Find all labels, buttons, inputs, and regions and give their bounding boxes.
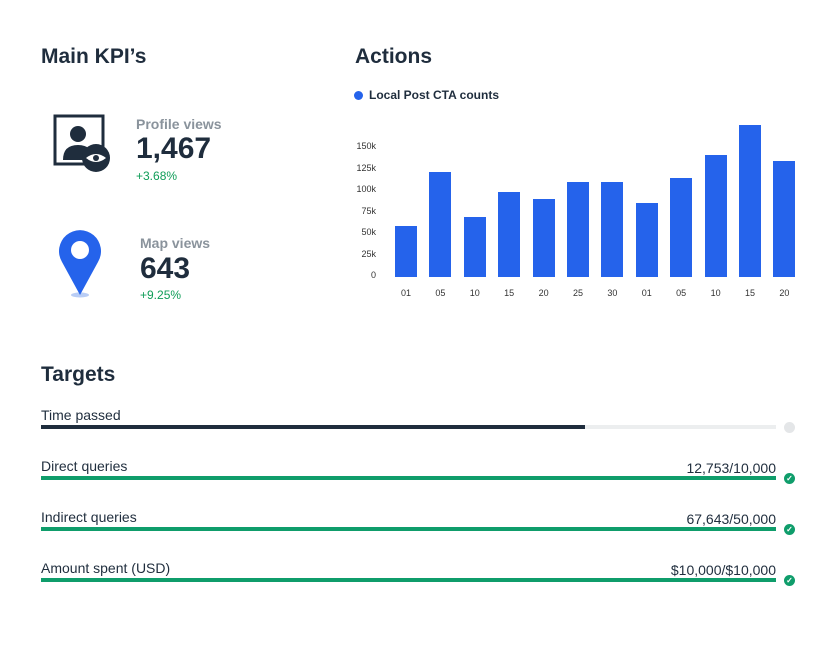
target-value: 67,643/50,000 xyxy=(686,511,776,527)
pending-icon xyxy=(784,422,795,433)
bar xyxy=(601,182,624,277)
targets-title: Targets xyxy=(41,363,116,386)
target-progress-fill xyxy=(41,425,585,429)
bar xyxy=(463,216,486,277)
bar xyxy=(635,203,658,277)
y-tick: 25k xyxy=(361,248,376,259)
bar xyxy=(704,154,727,277)
target-progress-fill xyxy=(41,527,776,531)
target-label: Indirect queries xyxy=(41,509,137,525)
kpi-title: Main KPI’s xyxy=(41,45,147,68)
kpi-delta: +3.68% xyxy=(136,169,178,183)
target-value: $10,000/$10,000 xyxy=(670,562,776,578)
map-pin-icon xyxy=(59,230,101,298)
target-progress-bar xyxy=(41,527,776,531)
bar xyxy=(670,178,693,277)
kpi-delta: +9.25% xyxy=(140,288,182,302)
target-progress-fill xyxy=(41,578,776,582)
target-label: Time passed xyxy=(41,407,121,423)
target-progress-bar xyxy=(41,476,776,480)
actions-title: Actions xyxy=(355,45,433,68)
target-value: 12,753/10,000 xyxy=(686,460,776,476)
target-progress-fill xyxy=(41,476,776,480)
x-tick: 15 xyxy=(504,288,515,298)
profile-view-icon xyxy=(53,114,110,172)
target-progress-bar xyxy=(41,425,776,429)
target-label: Amount spent (USD) xyxy=(41,560,171,576)
y-tick: 50k xyxy=(361,227,376,237)
x-tick: 15 xyxy=(744,288,755,298)
x-tick: 25 xyxy=(572,288,583,298)
x-tick: 05 xyxy=(676,288,687,298)
legend-label: Local Post CTA counts xyxy=(369,88,500,102)
check-icon: ✓ xyxy=(784,575,795,586)
kpi-value: 643 xyxy=(140,252,191,285)
bar-chart: 0 25k 50k 75k 100k 125k 150k 01 05 10 15 20 25 30 01 05… xyxy=(0,0,840,320)
bar xyxy=(567,182,589,277)
bar xyxy=(739,124,761,277)
bar xyxy=(498,191,521,277)
x-tick: 01 xyxy=(400,288,411,298)
y-tick: 150k xyxy=(356,141,376,151)
bar xyxy=(773,160,796,277)
y-tick: 100k xyxy=(356,184,376,194)
check-icon: ✓ xyxy=(784,473,795,484)
bar xyxy=(429,172,452,277)
y-tick: 125k xyxy=(356,162,376,173)
target-label: Direct queries xyxy=(41,458,128,474)
x-tick: 10 xyxy=(469,288,480,298)
legend-dot xyxy=(354,90,363,100)
chart-legend: Local Post CTA counts xyxy=(354,88,499,102)
bar xyxy=(532,198,555,277)
x-tick: 01 xyxy=(641,288,652,298)
y-tick: 75k xyxy=(361,205,376,216)
x-tick: 10 xyxy=(710,288,721,298)
bar xyxy=(395,226,417,277)
kpi-value: 1,467 xyxy=(136,132,212,165)
x-tick: 05 xyxy=(435,288,446,298)
y-tick: 0 xyxy=(370,270,376,280)
kpi-label: Map views xyxy=(140,235,211,251)
x-tick: 30 xyxy=(607,288,618,298)
kpi-label: Profile views xyxy=(136,116,222,132)
x-tick: 20 xyxy=(779,288,790,298)
check-icon: ✓ xyxy=(784,524,795,535)
x-tick: 20 xyxy=(538,288,549,298)
target-progress-bar xyxy=(41,578,776,582)
